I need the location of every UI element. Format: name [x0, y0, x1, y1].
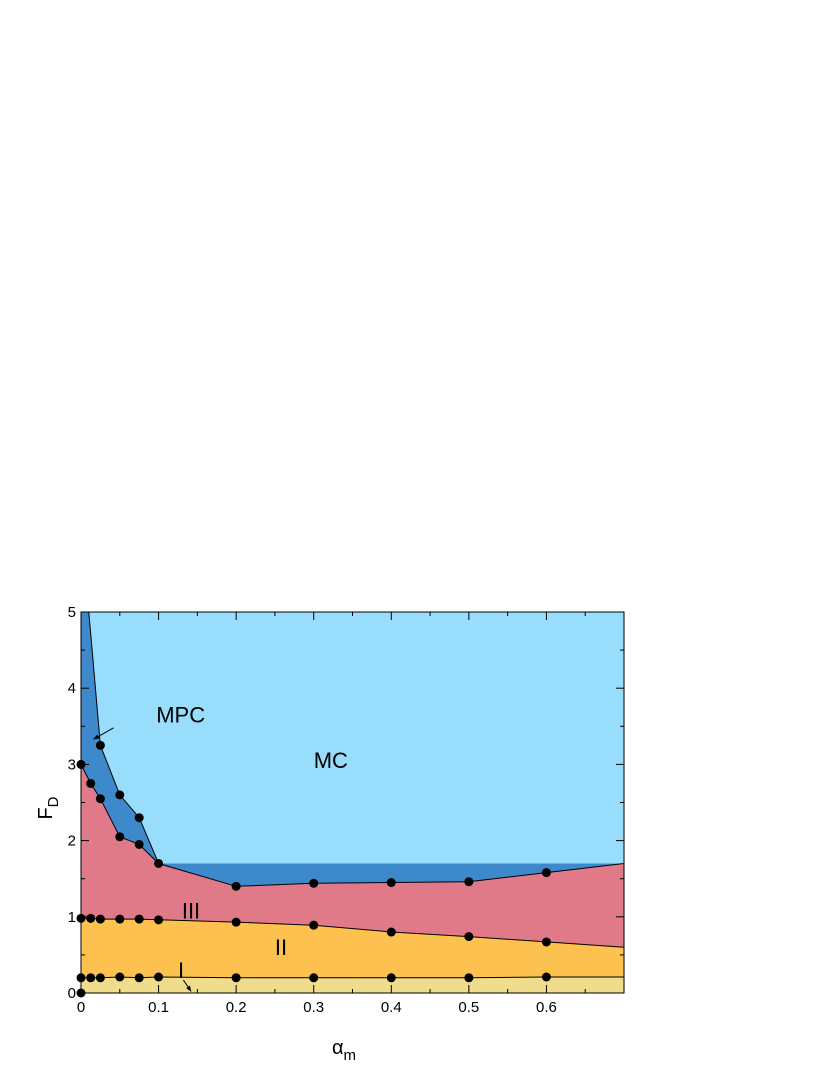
data-point — [154, 858, 164, 868]
data-point — [154, 915, 164, 925]
data-point — [309, 973, 319, 983]
y-tick-label: 4 — [68, 680, 76, 697]
data-point — [76, 913, 86, 923]
data-point — [76, 988, 86, 998]
data-point — [541, 937, 551, 947]
data-point — [309, 920, 319, 930]
i-pointer-arrow-head — [186, 985, 192, 992]
data-point — [95, 914, 105, 924]
data-point — [134, 813, 144, 823]
y-tick-label: 0 — [68, 985, 76, 1002]
data-point — [134, 839, 144, 849]
region-label-mpc: MPC — [156, 702, 205, 727]
data-point — [115, 832, 125, 842]
y-tick-label: 5 — [68, 604, 76, 621]
data-point — [134, 973, 144, 983]
data-point — [134, 914, 144, 924]
data-point — [86, 973, 96, 983]
x-axis-label: αm — [332, 1037, 356, 1064]
data-point — [386, 878, 396, 888]
data-point — [154, 972, 164, 982]
y-axis-label: FD — [35, 796, 62, 819]
data-point — [115, 972, 125, 982]
data-point — [464, 877, 474, 887]
data-point — [386, 973, 396, 983]
data-point — [309, 878, 319, 888]
data-point — [231, 973, 241, 983]
data-point — [231, 881, 241, 891]
data-point — [95, 740, 105, 750]
y-tick-label: 3 — [68, 756, 76, 773]
data-point — [76, 759, 86, 769]
region-i — [81, 977, 624, 993]
data-point — [541, 868, 551, 878]
x-tick-label: 0.1 — [148, 999, 169, 1016]
data-point — [86, 778, 96, 788]
data-point — [95, 794, 105, 804]
x-tick-label: 0.2 — [226, 999, 247, 1016]
region-ii — [81, 918, 624, 978]
data-point — [464, 932, 474, 942]
x-tick-label: 0.3 — [303, 999, 324, 1016]
x-tick-label: 0.6 — [536, 999, 557, 1016]
data-point — [115, 790, 125, 800]
y-tick-label: 2 — [68, 833, 76, 850]
data-point — [386, 927, 396, 937]
data-point — [231, 917, 241, 927]
data-points — [76, 740, 551, 998]
x-tick-label: 0.4 — [381, 999, 402, 1016]
x-tick-label: 0.5 — [458, 999, 479, 1016]
y-tick-label: 1 — [68, 909, 76, 926]
x-tick-label: 0 — [77, 999, 85, 1016]
data-point — [541, 972, 551, 982]
data-point — [76, 973, 86, 983]
region-label-iii: III — [182, 898, 200, 923]
data-point — [95, 973, 105, 983]
data-point — [464, 973, 474, 983]
region-label-ii: II — [275, 935, 287, 960]
data-point — [86, 913, 96, 923]
region-label-i: I — [178, 958, 184, 983]
region-iii — [81, 764, 624, 948]
phase-regions — [81, 612, 624, 993]
data-point — [115, 914, 125, 924]
region-label-mc: MC — [314, 748, 348, 773]
mpc-pointer-arrow-head — [93, 734, 100, 740]
